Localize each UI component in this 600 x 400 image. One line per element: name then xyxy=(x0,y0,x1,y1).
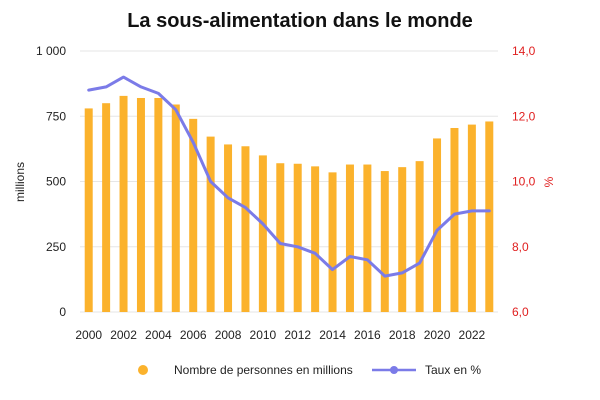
line-series xyxy=(87,75,491,278)
right-tick-label: 8,0 xyxy=(512,240,529,254)
left-axis-label: millions xyxy=(13,162,27,202)
x-tick-label: 2002 xyxy=(110,328,137,342)
bar xyxy=(119,95,128,312)
x-tick-label: 2014 xyxy=(319,328,346,342)
bar xyxy=(206,136,215,312)
x-tick-label: 2020 xyxy=(424,328,451,342)
x-tick-label: 2016 xyxy=(354,328,381,342)
x-tick-label: 2000 xyxy=(75,328,102,342)
bar xyxy=(136,97,145,312)
left-axis-ticks: 0 250 500 750 1 000 xyxy=(36,44,66,319)
x-tick-label: 2008 xyxy=(215,328,242,342)
x-tick-label: 2018 xyxy=(389,328,416,342)
x-tick-label: 2012 xyxy=(284,328,311,342)
right-tick-label: 12,0 xyxy=(512,109,536,123)
bar xyxy=(293,163,302,312)
x-tick-label: 2004 xyxy=(145,328,172,342)
legend-bar-marker xyxy=(138,365,148,375)
bar xyxy=(189,118,198,312)
bar xyxy=(311,166,320,312)
x-tick-label: 2022 xyxy=(459,328,486,342)
bar xyxy=(363,164,372,312)
bar-series xyxy=(84,95,494,313)
x-axis-ticks: 2000 2002 2004 2006 2008 2010 2012 2014 2016 2018… xyxy=(75,328,485,342)
bar xyxy=(450,127,459,313)
bar xyxy=(485,121,494,312)
legend-line-dot xyxy=(390,366,398,374)
bar xyxy=(328,172,337,312)
bar xyxy=(241,146,250,312)
right-tick-label: 10,0 xyxy=(512,175,536,189)
bar xyxy=(258,155,267,312)
left-tick-label: 750 xyxy=(46,109,66,123)
left-tick-label: 1 000 xyxy=(36,44,66,58)
bar xyxy=(154,97,163,312)
bar xyxy=(398,167,407,312)
bar xyxy=(224,144,233,312)
left-tick-label: 250 xyxy=(46,240,66,254)
bar xyxy=(380,171,389,312)
bar xyxy=(415,161,424,312)
bar xyxy=(84,108,93,312)
x-tick-label: 2006 xyxy=(180,328,207,342)
legend-bar-label: Nombre de personnes en millions xyxy=(174,363,353,377)
bar xyxy=(171,104,180,312)
legend: Nombre de personnes en millions Taux en … xyxy=(138,363,481,377)
right-axis-label: % xyxy=(542,176,556,187)
right-axis-ticks: 6,0 8,0 10,0 12,0 14,0 xyxy=(512,44,536,319)
bar xyxy=(467,124,476,313)
legend-line-label: Taux en % xyxy=(425,363,481,377)
chart-title: La sous-alimentation dans le monde xyxy=(127,10,473,32)
right-tick-label: 6,0 xyxy=(512,305,529,319)
left-tick-label: 0 xyxy=(59,305,66,319)
bar xyxy=(102,103,111,312)
x-tick-label: 2010 xyxy=(250,328,277,342)
bar xyxy=(345,164,354,312)
right-tick-label: 14,0 xyxy=(512,44,536,58)
bar xyxy=(433,138,442,312)
line-path xyxy=(87,75,491,278)
bar xyxy=(276,163,285,312)
left-tick-label: 500 xyxy=(46,175,66,189)
